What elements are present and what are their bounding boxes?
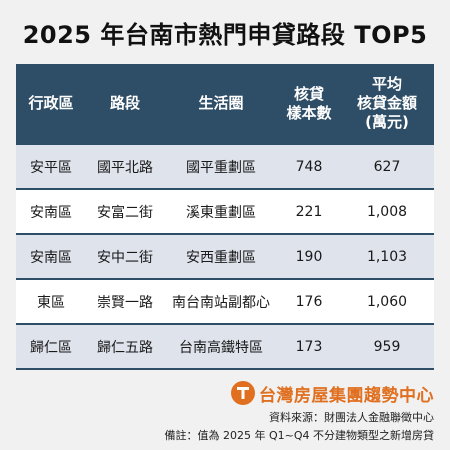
data-table: 行政區 路段 生活圈 核貸 樣本數 平均 核貸金額 (萬元) 安平區 國平北路 國平… [16, 64, 434, 370]
cell-avg-amount: 959 [340, 323, 434, 370]
source-note: 資料來源：財團法人金融聯徵中心 [269, 411, 434, 424]
cell-road: 歸仁五路 [86, 323, 164, 370]
brand-logo: 台灣房屋集團趨勢中心 [231, 378, 434, 408]
cell-sample-count: 748 [278, 143, 340, 189]
cell-area: 台南高鐵特區 [164, 323, 278, 370]
cell-area: 安西重劃區 [164, 233, 278, 279]
header-sample-count: 核貸 樣本數 [278, 64, 340, 144]
table-row: 安南區 安中二街 安西重劃區 190 1,103 [16, 233, 434, 279]
cell-road: 國平北路 [86, 143, 164, 189]
cell-avg-amount: 1,008 [340, 188, 434, 234]
header-line: 核貸金額 [356, 94, 417, 112]
cell-area: 溪東重劃區 [164, 188, 278, 234]
cell-area: 國平重劃區 [164, 143, 278, 189]
header-road: 路段 [86, 64, 164, 144]
page-title: 2025 年台南市熱門申貸路段 TOP5 [22, 20, 428, 49]
cell-sample-count: 176 [278, 278, 340, 324]
table-row: 安南區 安富二街 溪東重劃區 221 1,008 [16, 188, 434, 234]
cell-road: 安中二街 [86, 233, 164, 279]
cell-road: 崇賢一路 [86, 278, 164, 324]
table-row: 歸仁區 歸仁五路 台南高鐵特區 173 959 [16, 323, 434, 370]
cell-sample-count: 190 [278, 233, 340, 279]
cell-avg-amount: 1,103 [340, 233, 434, 279]
cell-district: 歸仁區 [16, 323, 86, 370]
cell-district: 安平區 [16, 143, 86, 189]
cell-district: 安南區 [16, 188, 86, 234]
cell-avg-amount: 627 [340, 143, 434, 189]
cell-district: 東區 [16, 278, 86, 324]
header-line: 生活圈 [198, 94, 244, 112]
header-line: (萬元) [365, 113, 409, 131]
header-area: 生活圈 [164, 64, 278, 144]
table-row: 東區 崇賢一路 南台南站副都心 176 1,060 [16, 278, 434, 324]
cell-sample-count: 221 [278, 188, 340, 234]
cell-area: 南台南站副都心 [164, 278, 278, 324]
footnote: 備註：值為 2025 年 Q1~Q4 不分建物類型之新增房貸 [164, 429, 434, 442]
logo-text: 台灣房屋集團趨勢中心 [259, 385, 434, 406]
header-avg-amount: 平均 核貸金額 (萬元) [340, 64, 434, 144]
taiwan-realty-logo-icon [231, 381, 255, 405]
header-line: 平均 [371, 75, 402, 93]
header-line: 核貸 [293, 84, 324, 103]
cell-sample-count: 173 [278, 323, 340, 370]
cell-district: 安南區 [16, 233, 86, 279]
cell-road: 安富二街 [86, 188, 164, 234]
table-header-row: 行政區 路段 生活圈 核貸 樣本數 平均 核貸金額 (萬元) [16, 64, 434, 144]
header-district: 行政區 [16, 64, 86, 144]
header-line: 行政區 [28, 94, 74, 112]
header-line: 樣本數 [286, 103, 332, 122]
cell-avg-amount: 1,060 [340, 278, 434, 324]
header-line: 路段 [109, 94, 140, 112]
table-row: 安平區 國平北路 國平重劃區 748 627 [16, 143, 434, 189]
